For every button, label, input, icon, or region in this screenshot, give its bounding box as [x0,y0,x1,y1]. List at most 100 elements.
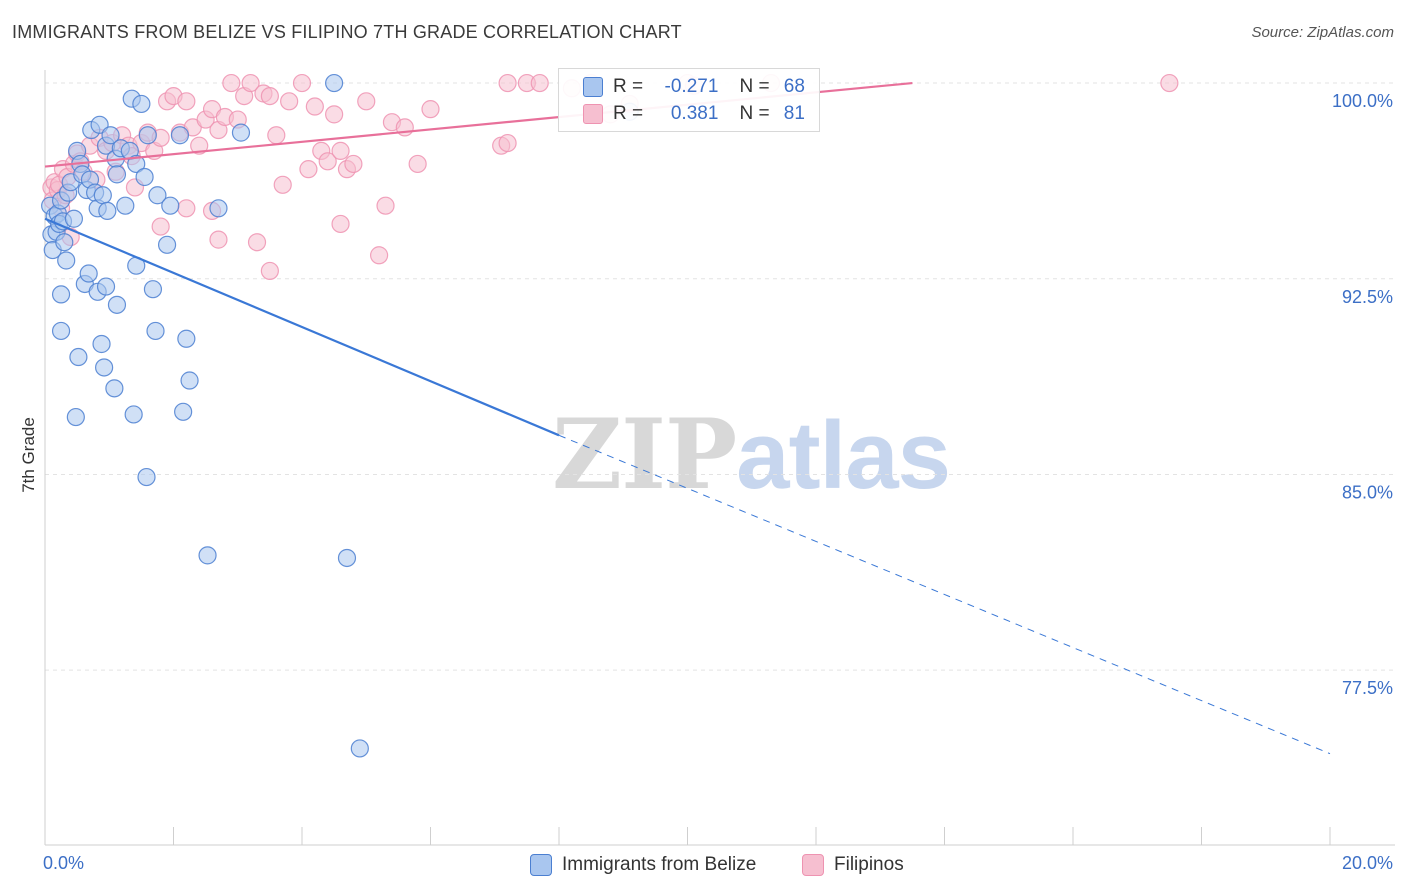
belize-point [57,251,76,270]
filipino-point [318,152,337,171]
filipino-point [331,141,350,160]
belize-point [66,407,85,427]
legend-n-label: N = [739,76,770,97]
y-tick-label: 85.0% [1342,482,1393,502]
filipino-point [498,133,517,153]
y-tick-label: 92.5% [1342,287,1393,307]
belize-point [146,321,165,341]
belize-point [96,277,116,296]
filipino-point [331,214,350,234]
filipino-point [190,136,209,155]
axis-labels: 77.5% 85.0% 92.5% 100.0% 0.0% 20.0% 7th Grade [19,91,1393,873]
filipino-point [370,246,389,265]
series-legend-belize[interactable]: Immigrants from Belize [530,850,756,880]
legend-r-value: -0.271 [664,76,719,97]
y-tick-label: 77.5% [1342,678,1393,698]
belize-point [64,209,84,228]
belize-point [105,379,124,398]
legend-r-label: R = [613,76,644,97]
belize-trend-line [44,217,560,437]
filipino-point [498,73,517,93]
belize-point [51,285,71,304]
x-tick-label: 0.0% [43,853,84,873]
belize-point [90,115,109,134]
filipino-point [241,73,260,93]
belize-point [107,295,127,314]
filipino-point [280,92,299,111]
belize-point [79,264,98,283]
belize-point [198,546,217,565]
series-legend: Immigrants from Belize Filipinos [0,850,1406,880]
belize-point [93,186,112,205]
filipino-point [222,73,241,93]
belize-points [41,73,639,758]
chart-title: IMMIGRANTS FROM BELIZE VS FILIPINO 7TH G… [12,22,682,42]
belize-point [177,329,196,348]
filipino-point [177,92,196,111]
belize-point [325,73,344,93]
legend-n-label: N = [739,103,770,124]
belize-point [137,467,156,487]
belize-point [124,405,143,424]
filipino-point [260,261,279,281]
trend-lines [44,81,1331,755]
filipino-point [151,217,170,236]
belize-point [148,186,167,205]
legend-row-belize: R = -0.271 N = 68 [583,74,805,100]
belize-point [51,321,71,341]
filipino-point [209,230,228,249]
filipino-point [292,73,312,93]
source-label: Source: ZipAtlas.com [1251,24,1394,41]
y-tick-label: 100.0% [1332,91,1393,111]
axes [44,70,1395,846]
watermark-atlas: atlas [736,402,951,509]
belize-point [209,199,228,218]
belize-point [98,201,117,221]
belize-point [132,94,151,114]
watermark: ZIPatlas [552,398,951,511]
filipino-point [376,196,395,215]
belize-point [127,154,146,174]
filipino-point [325,105,344,124]
series-label-belize: Immigrants from Belize [562,854,757,875]
legend-row-filipinos: R = 0.381 N = 81 [583,101,805,127]
series-swatch-filipinos [802,854,824,876]
belize-point [170,126,190,145]
belize-point [350,739,369,758]
legend-r-value: 0.381 [670,103,719,124]
filipino-point [305,97,324,116]
belize-point [143,280,163,299]
y-axis-label: 7th Grade [19,417,38,493]
legend-r-label: R = [613,103,644,124]
legend-swatch-filipinos [583,104,603,124]
belize-point [337,548,357,568]
x-tick-label: 20.0% [1342,853,1393,873]
belize-point [116,196,135,215]
legend-n-value: 81 [783,103,805,124]
filipino-point [299,160,318,179]
watermark-zip: ZIP [552,398,737,511]
series-swatch-belize [530,854,552,876]
legend-swatch-belize [583,77,603,97]
filipino-point [530,73,549,93]
belize-point [55,233,74,252]
belize-point [174,402,193,421]
filipino-point [421,100,440,119]
belize-point [161,196,180,215]
belize-point [231,123,251,142]
grid-lines [45,82,1395,671]
belize-point [180,371,199,390]
filipino-point [177,199,196,218]
series-legend-filipinos[interactable]: Filipinos [802,850,904,880]
belize-point [157,235,177,254]
legend-n-value: 68 [783,76,805,97]
belize-point [95,358,114,377]
correlation-legend: R = -0.271 N = 68 R = 0.381 N = 81 [558,68,820,132]
belize-point [101,126,120,145]
series-label-filipinos: Filipinos [834,854,904,875]
belize-point [107,165,127,184]
filipino-point [267,126,286,145]
belize-point [135,167,154,187]
belize-trend-extension [558,434,1331,755]
